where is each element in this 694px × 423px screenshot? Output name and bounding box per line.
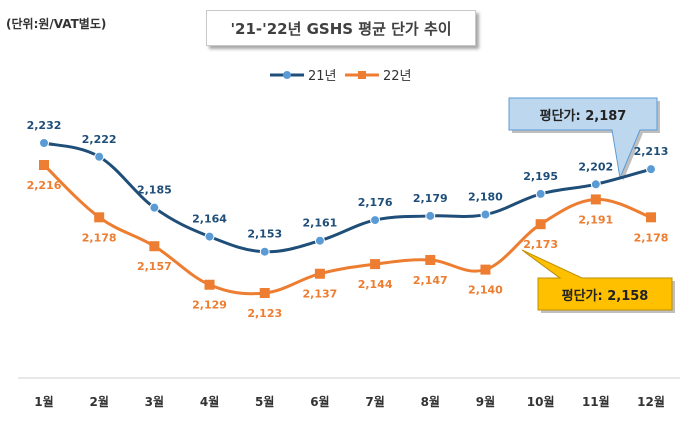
data-point — [259, 246, 270, 257]
data-point — [370, 215, 381, 226]
data-label: 2,140 — [468, 284, 503, 297]
data-label: 2,176 — [358, 196, 393, 209]
legend-label: 22년 — [383, 69, 412, 84]
data-label: 2,153 — [247, 228, 282, 241]
data-point — [425, 254, 436, 265]
data-label: 2,129 — [192, 299, 227, 312]
data-point — [590, 194, 601, 205]
data-point — [149, 202, 160, 213]
x-tick-label: 12월 — [637, 394, 665, 409]
data-point — [480, 264, 491, 275]
data-point — [39, 160, 49, 171]
data-label: 2,191 — [578, 213, 613, 226]
data-point — [39, 138, 49, 148]
data-label: 2,222 — [82, 133, 117, 146]
data-label: 2,123 — [247, 307, 282, 320]
x-tick-label: 11월 — [582, 394, 610, 409]
data-point — [535, 219, 546, 230]
data-point — [370, 259, 381, 270]
x-tick-label: 9월 — [476, 394, 495, 409]
data-label: 2,232 — [27, 119, 62, 132]
data-label: 2,213 — [634, 145, 669, 158]
data-point — [259, 288, 270, 298]
data-point — [314, 235, 325, 246]
data-point — [590, 179, 601, 190]
x-tick-label: 3월 — [145, 394, 164, 409]
data-label: 2,179 — [413, 192, 448, 205]
data-point — [94, 212, 105, 223]
avg-callout-text: 평단가: 2,187 — [540, 108, 627, 124]
unit-label: (단위:원/VAT별도) — [6, 17, 107, 31]
data-point — [314, 268, 325, 279]
series-22: 2,216 2,178 2,157 2,129 2,123 2,137 2,144 2,147… — [27, 160, 669, 320]
x-tick-label: 8월 — [421, 394, 440, 409]
data-label: 2,161 — [303, 217, 338, 230]
x-tick-label: 7월 — [365, 394, 384, 409]
data-point — [646, 164, 656, 175]
legend-label: 21년 — [308, 69, 337, 84]
data-point — [535, 188, 546, 199]
data-label: 2,216 — [27, 179, 62, 192]
x-tick-label: 10월 — [527, 394, 555, 409]
data-label: 2,137 — [303, 288, 338, 301]
chart-title-box: '21-'22년 GSHS 평균 단가 추이 — [206, 10, 476, 46]
data-label: 2,180 — [468, 191, 503, 204]
data-label: 2,164 — [192, 213, 227, 226]
x-tick-label: 5월 — [255, 394, 274, 409]
data-point — [425, 210, 436, 221]
data-point — [204, 279, 215, 290]
data-label: 2,157 — [137, 260, 172, 273]
x-tick-label: 2월 — [89, 394, 108, 409]
data-label: 2,195 — [523, 170, 558, 183]
chart-title: '21-'22년 GSHS 평균 단가 추이 — [230, 19, 452, 38]
series-21: 2,232 2,222 2,185 2,164 2,153 2,161 2,176 2,179… — [27, 119, 669, 257]
data-label: 2,173 — [523, 238, 558, 251]
avg-callout-21: 평단가: 2,187 — [508, 97, 660, 181]
legend-marker — [358, 71, 366, 79]
data-label: 2,202 — [578, 160, 613, 173]
data-label: 2,178 — [634, 231, 669, 244]
legend-marker — [283, 71, 291, 79]
data-point — [204, 231, 215, 242]
data-label: 2,144 — [358, 278, 393, 291]
avg-callout-text: 평단가: 2,158 — [562, 288, 649, 304]
x-tick-label: 4월 — [200, 394, 219, 409]
data-point — [149, 241, 160, 252]
x-tick-label: 1월 — [34, 394, 53, 409]
data-point — [646, 212, 656, 223]
avg-callout-22: 평단가: 2,158 — [521, 249, 675, 313]
x-tick-label: 6월 — [310, 394, 329, 409]
data-point — [94, 151, 105, 162]
data-label: 2,178 — [82, 231, 117, 244]
data-label: 2,147 — [413, 274, 448, 287]
legend: 21년 22년 — [270, 69, 412, 84]
data-point — [480, 209, 491, 220]
data-label: 2,185 — [137, 184, 172, 197]
